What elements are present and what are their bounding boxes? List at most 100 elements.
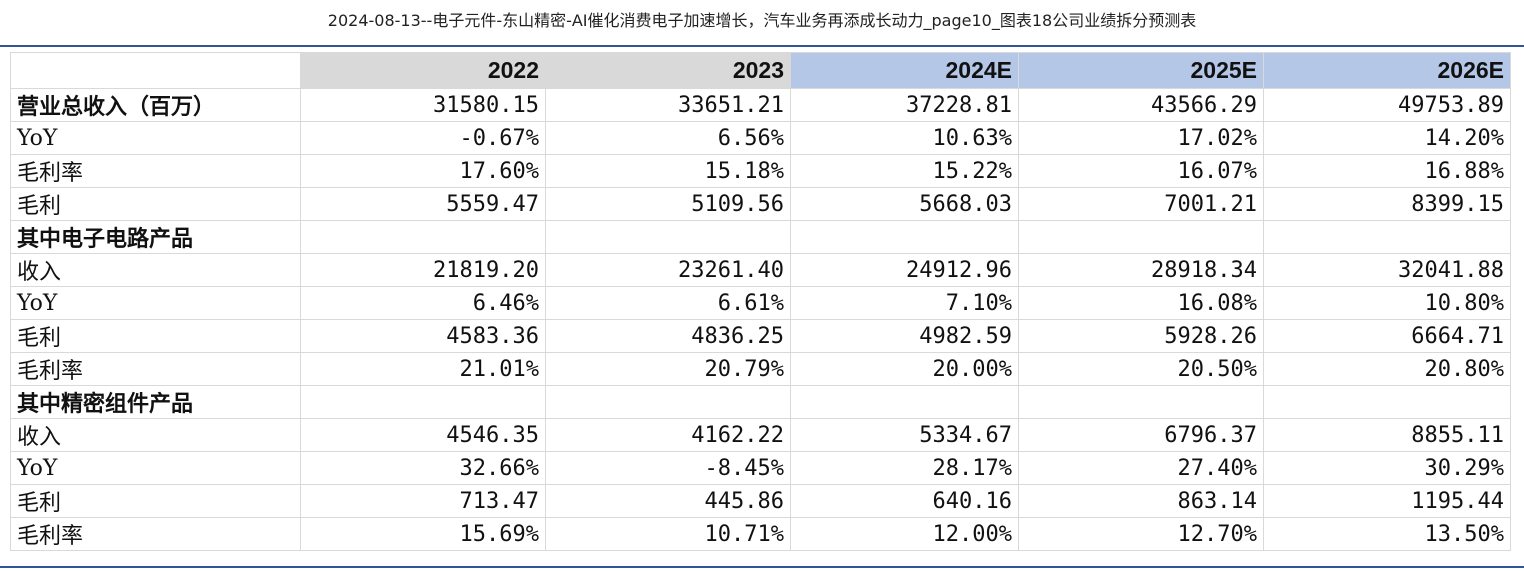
top-rule (0, 45, 1524, 47)
table-row: 收入 21819.20 23261.40 24912.96 28918.34 32041.… (10, 253, 1511, 287)
value-cell (300, 220, 546, 254)
value-cell: 7001.21 (1018, 187, 1264, 221)
value-cell: 7.10% (790, 286, 1019, 320)
value-cell: 16.08% (1018, 286, 1264, 320)
value-cell: 16.07% (1018, 154, 1264, 188)
value-cell: 10.80% (1263, 286, 1511, 320)
table-row: 毛利 5559.47 5109.56 5668.03 7001.21 8399.15 (10, 187, 1511, 221)
header-cell-2025e: 2025E (1018, 52, 1264, 89)
value-cell: 4982.59 (790, 319, 1019, 353)
value-cell (790, 385, 1019, 419)
value-cell: 21.01% (300, 352, 546, 386)
table-row: 营业总收入（百万） 31580.15 33651.21 37228.81 43566.2… (10, 88, 1511, 122)
value-cell: 28.17% (790, 451, 1019, 485)
page-title: 2024-08-13--电子元件-东山精密-AI催化消费电子加速增长，汽车业务再… (327, 11, 1197, 30)
value-cell: 8855.11 (1263, 418, 1511, 452)
header-cell-blank (10, 52, 301, 89)
value-cell: 32041.88 (1263, 253, 1511, 287)
value-cell: 10.63% (790, 121, 1019, 155)
row-label: 其中精密组件产品 (10, 385, 301, 419)
row-label: 收入 (10, 253, 301, 287)
value-cell: 28918.34 (1018, 253, 1264, 287)
value-cell (545, 220, 791, 254)
table-row: YoY 32.66% -8.45% 28.17% 27.40% 30.29% (10, 451, 1511, 485)
table-row: YoY -0.67% 6.56% 10.63% 17.02% 14.20% (10, 121, 1511, 155)
row-label: YoY (10, 286, 301, 320)
row-label: 其中电子电路产品 (10, 220, 301, 254)
row-label: 毛利 (10, 319, 301, 353)
table-row: 其中精密组件产品 (10, 385, 1511, 419)
row-label: 营业总收入（百万） (10, 88, 301, 122)
value-cell: 13.50% (1263, 517, 1511, 551)
row-label: 毛利率 (10, 154, 301, 188)
value-cell: 23261.40 (545, 253, 791, 287)
table-row: 收入 4546.35 4162.22 5334.67 6796.37 8855.11 (10, 418, 1511, 452)
value-cell: 20.50% (1018, 352, 1264, 386)
row-label: YoY (10, 451, 301, 485)
value-cell: 12.00% (790, 517, 1019, 551)
table-row: 毛利率 17.60% 15.18% 15.22% 16.07% 16.88% (10, 154, 1511, 188)
value-cell: 43566.29 (1018, 88, 1264, 122)
forecast-table-container: 2022 2023 2024E 2025E 2026E 营业总收入（百万） 315… (10, 52, 1511, 551)
value-cell: 713.47 (300, 484, 546, 518)
value-cell: 37228.81 (790, 88, 1019, 122)
value-cell: 6.46% (300, 286, 546, 320)
value-cell: 21819.20 (300, 253, 546, 287)
value-cell: 5928.26 (1018, 319, 1264, 353)
value-cell (1263, 220, 1511, 254)
value-cell: 17.02% (1018, 121, 1264, 155)
value-cell: -0.67% (300, 121, 546, 155)
value-cell: 15.69% (300, 517, 546, 551)
value-cell: 10.71% (545, 517, 791, 551)
value-cell: 445.86 (545, 484, 791, 518)
header-cell-2022: 2022 (300, 52, 546, 89)
forecast-table: 2022 2023 2024E 2025E 2026E 营业总收入（百万） 315… (10, 52, 1511, 551)
value-cell: 1195.44 (1263, 484, 1511, 518)
value-cell (1018, 220, 1264, 254)
value-cell: 24912.96 (790, 253, 1019, 287)
value-cell: 6664.71 (1263, 319, 1511, 353)
value-cell: 5668.03 (790, 187, 1019, 221)
table-row: 毛利 4583.36 4836.25 4982.59 5928.26 6664.71 (10, 319, 1511, 353)
row-label: 收入 (10, 418, 301, 452)
value-cell: 863.14 (1018, 484, 1264, 518)
value-cell: 27.40% (1018, 451, 1264, 485)
value-cell: 6.56% (545, 121, 791, 155)
value-cell: 5334.67 (790, 418, 1019, 452)
value-cell: 14.20% (1263, 121, 1511, 155)
value-cell: 49753.89 (1263, 88, 1511, 122)
value-cell: 20.00% (790, 352, 1019, 386)
value-cell (1018, 385, 1264, 419)
value-cell: 15.18% (545, 154, 791, 188)
value-cell: 12.70% (1018, 517, 1264, 551)
value-cell: 6796.37 (1018, 418, 1264, 452)
value-cell: 31580.15 (300, 88, 546, 122)
table-row: 其中电子电路产品 (10, 220, 1511, 254)
value-cell: -8.45% (545, 451, 791, 485)
value-cell: 33651.21 (545, 88, 791, 122)
header-cell-2026e: 2026E (1263, 52, 1511, 89)
value-cell: 5109.56 (545, 187, 791, 221)
row-label: 毛利 (10, 484, 301, 518)
header-row: 2022 2023 2024E 2025E 2026E (10, 52, 1511, 89)
value-cell: 4162.22 (545, 418, 791, 452)
header-cell-2024e: 2024E (790, 52, 1019, 89)
value-cell: 30.29% (1263, 451, 1511, 485)
table-row: 毛利 713.47 445.86 640.16 863.14 1195.44 (10, 484, 1511, 518)
value-cell: 17.60% (300, 154, 546, 188)
value-cell: 4583.36 (300, 319, 546, 353)
table-row: YoY 6.46% 6.61% 7.10% 16.08% 10.80% (10, 286, 1511, 320)
value-cell: 15.22% (790, 154, 1019, 188)
row-label: 毛利 (10, 187, 301, 221)
value-cell: 640.16 (790, 484, 1019, 518)
table-row: 毛利率 15.69% 10.71% 12.00% 12.70% 13.50% (10, 517, 1511, 551)
row-label: 毛利率 (10, 517, 301, 551)
value-cell (790, 220, 1019, 254)
value-cell (545, 385, 791, 419)
row-label: 毛利率 (10, 352, 301, 386)
header-cell-2023: 2023 (545, 52, 791, 89)
value-cell (1263, 385, 1511, 419)
row-label: YoY (10, 121, 301, 155)
value-cell: 16.88% (1263, 154, 1511, 188)
table-row: 毛利率 21.01% 20.79% 20.00% 20.50% 20.80% (10, 352, 1511, 386)
